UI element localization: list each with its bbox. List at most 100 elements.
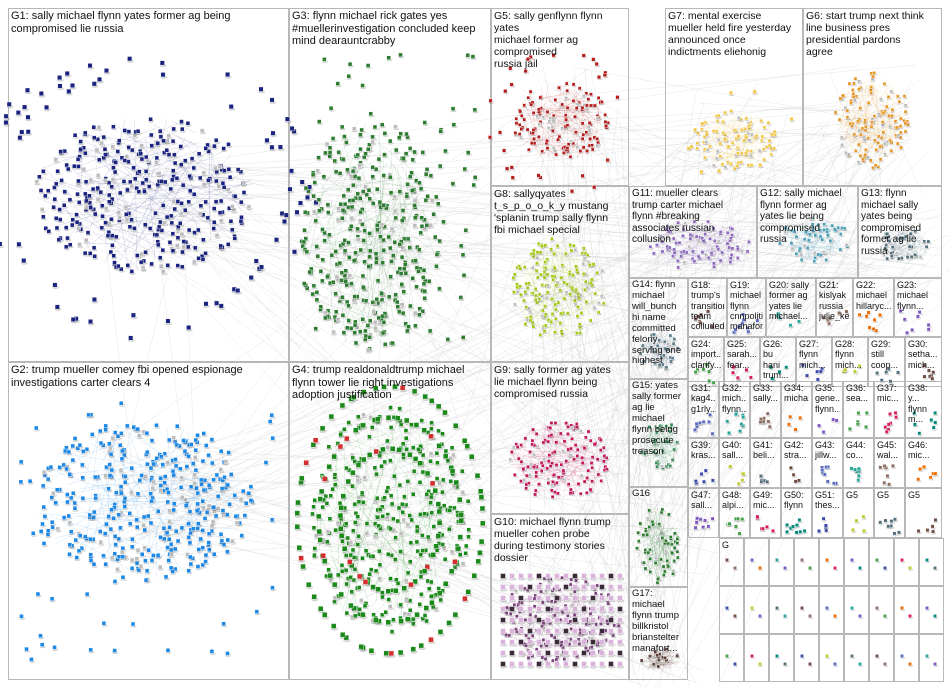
node-g3 xyxy=(471,182,477,188)
node-g3 xyxy=(313,326,318,331)
node-g4 xyxy=(343,568,349,573)
inter-group-edge xyxy=(371,140,705,295)
node-g1 xyxy=(235,167,241,172)
group-panel-g4 xyxy=(289,362,491,680)
node-g1 xyxy=(34,179,39,185)
node-g4 xyxy=(417,480,423,485)
node-g5 xyxy=(564,117,568,122)
node-g2 xyxy=(103,423,108,429)
inter-group-edge xyxy=(176,65,860,165)
group-panel-small xyxy=(816,278,853,337)
node-g1 xyxy=(217,164,223,169)
node-g2 xyxy=(242,513,248,518)
node-g1 xyxy=(25,87,30,93)
node-g2 xyxy=(138,564,144,569)
node-g1 xyxy=(77,242,82,247)
node-g3 xyxy=(312,180,318,185)
node-g4 xyxy=(428,500,433,505)
node-g2 xyxy=(72,436,78,441)
node-g4 xyxy=(383,650,389,656)
node-g4 xyxy=(429,420,434,425)
node-g1 xyxy=(76,178,81,184)
node-g4 xyxy=(361,412,366,418)
inter-group-edge xyxy=(546,165,623,480)
node-g6 xyxy=(853,148,858,153)
node-g3 xyxy=(345,187,351,192)
node-g3 xyxy=(380,260,385,266)
node-g4 xyxy=(414,539,420,545)
group-panel-tiny xyxy=(869,634,894,682)
node-g2 xyxy=(41,541,47,546)
node-g2 xyxy=(120,575,126,580)
node-g2 xyxy=(194,508,200,514)
inter-group-edge xyxy=(155,233,612,283)
node-g3 xyxy=(437,163,443,169)
node-g2 xyxy=(127,511,132,516)
node-g2 xyxy=(213,513,219,519)
node-g4 xyxy=(337,500,343,506)
node-g5 xyxy=(580,136,585,141)
node-g1 xyxy=(111,124,116,129)
node-g4 xyxy=(356,533,361,539)
inter-group-edge xyxy=(581,150,931,486)
node-g6 xyxy=(864,148,868,152)
node-g3 xyxy=(427,328,433,334)
inter-group-edge xyxy=(386,389,622,505)
node-g5 xyxy=(545,146,550,150)
node-g3 xyxy=(349,204,355,210)
node-g1 xyxy=(171,199,176,204)
inter-group-edge xyxy=(185,174,887,270)
node-g2 xyxy=(145,461,150,467)
node-g3 xyxy=(403,151,409,156)
inter-group-edge xyxy=(356,216,395,570)
node-g2 xyxy=(210,519,216,525)
node-g3 xyxy=(392,208,398,214)
intra-group-edge xyxy=(41,191,140,270)
inter-group-edge xyxy=(134,480,581,603)
inter-group-edge xyxy=(547,143,619,543)
node-g3 xyxy=(401,266,407,271)
node-g4 xyxy=(340,569,345,574)
node-g1 xyxy=(124,217,130,223)
node-g3 xyxy=(379,222,385,228)
node-g2 xyxy=(148,491,153,496)
node-g3 xyxy=(303,185,309,191)
group-panel-tiny xyxy=(844,634,869,682)
inter-group-edge xyxy=(596,239,950,606)
node-g4 xyxy=(448,479,454,484)
inter-group-edge xyxy=(396,202,757,241)
node-g5 xyxy=(580,105,585,110)
node-g5 xyxy=(560,126,565,130)
node-g4 xyxy=(458,512,464,518)
node-g6 xyxy=(889,149,894,153)
node-g1 xyxy=(274,237,280,243)
node-g3 xyxy=(434,252,440,257)
node-g2 xyxy=(221,621,226,626)
node-g4 xyxy=(479,505,486,512)
node-g3 xyxy=(450,181,456,186)
node-g4 xyxy=(404,447,409,452)
node-g1 xyxy=(170,177,175,183)
node-g4 xyxy=(306,581,312,588)
node-g4 xyxy=(352,613,358,619)
node-g5 xyxy=(603,120,608,124)
node-g2 xyxy=(18,479,24,485)
node-g2 xyxy=(116,512,122,518)
node-g4 xyxy=(359,598,364,603)
node-g2 xyxy=(80,496,86,501)
node-g4 xyxy=(437,590,443,596)
inter-group-edge xyxy=(545,169,684,469)
node-g2 xyxy=(137,478,142,483)
inter-group-edge xyxy=(661,183,761,660)
node-g1 xyxy=(140,180,146,186)
node-g3 xyxy=(397,135,402,140)
inter-group-edge xyxy=(387,198,514,598)
node-g3 xyxy=(472,107,478,113)
node-g3 xyxy=(328,106,334,111)
node-g3 xyxy=(365,63,371,68)
node-g2 xyxy=(172,501,177,506)
node-g3 xyxy=(418,230,423,235)
group-panel-tiny xyxy=(769,586,794,634)
node-g1 xyxy=(76,164,81,169)
node-g1 xyxy=(114,234,119,240)
